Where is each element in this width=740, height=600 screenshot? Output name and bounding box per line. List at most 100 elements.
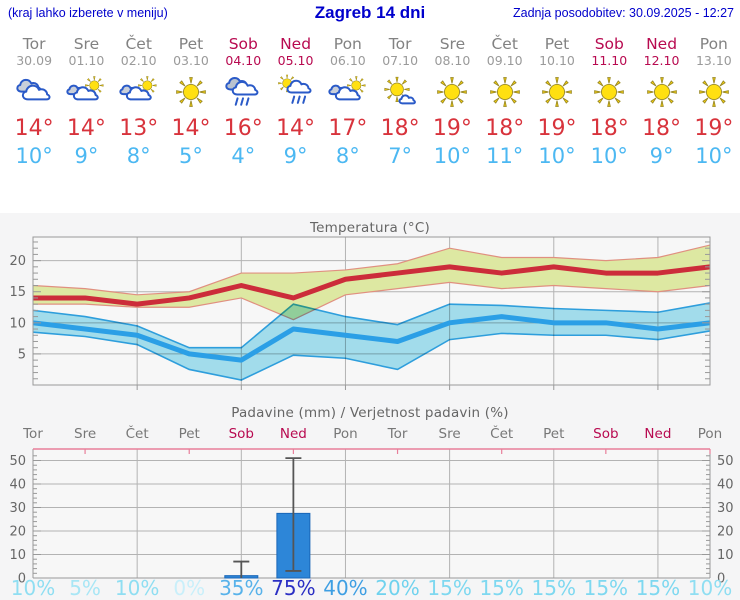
tmin-line [32,314,711,363]
mostly-sunny-icon [380,74,420,110]
day-date: 10.10 [539,53,575,68]
tmax-band-lower-edge [33,281,711,321]
day-column-6: Ned 05.10 14° 9° [269,27,321,213]
day-column-3: Čet 02.10 13° 8° [113,27,165,213]
precip-prob-label: 10% [11,576,55,600]
day-name: Pon [699,35,728,53]
tmin-band-upper-edge [32,302,711,349]
precip-prob-label: 0% [173,576,205,600]
precip-prob-label: 15% [532,576,576,600]
temp-max: 14° [171,116,211,141]
precip-prob-label: 5% [69,576,101,600]
partly-sunny-icon [119,74,159,110]
day-date: 06.10 [329,53,366,68]
precip-prob-label: 75% [271,576,315,600]
day-column-1: Tor 30.09 14° 10° [8,27,60,213]
temp-min: 10° [538,144,576,168]
day-name: Ned [280,35,312,53]
temp-min: 7° [388,144,413,168]
day-column-5: Sob 04.10 16° 4° [217,27,269,213]
partly-sunny-icon [66,74,106,110]
day-date: 07.10 [382,53,419,68]
temp-min: 9° [74,144,99,168]
precip-y-label-left: 50 [9,454,26,469]
precip-day-label: Tor [22,426,43,442]
sunny-icon [537,74,577,110]
temp-max: 18° [485,116,525,141]
day-name: Čet [125,35,152,53]
sunny-icon [171,74,211,110]
precip-prob-label: 35% [219,576,263,600]
temp-y-label: 20 [9,254,26,269]
temp-max: 14° [66,116,106,141]
temp-min: 8° [126,144,151,168]
precip-y-label-right: 30 [717,501,734,516]
tmax-line [33,264,711,307]
precip-y-label-left: 20 [9,525,26,540]
precip-day-label: Sre [74,426,96,442]
precip-day-label: Pon [698,426,722,442]
temp-max: 13° [119,116,159,141]
precipitation-chart: Tor Sre Čet Pet Sob Ned Pon Tor Sre Čet Pet Sob Ned P… [9,424,734,600]
temp-y-label: 5 [18,347,26,362]
precip-y-label-right: 10 [717,548,734,563]
temp-max: 14° [14,116,54,141]
header-bar: (kraj lahko izberete v meniju) Zagreb 14… [0,0,740,28]
day-column-10: Čet 09.10 18° 11° [479,27,531,213]
temp-max: 18° [380,116,420,141]
day-name: Tor [388,35,412,53]
precip-prob-label: 10% [688,576,732,600]
precip-prob-label: 15% [584,576,628,600]
tmax-band-upper-edge [32,244,711,296]
day-name: Sre [439,35,466,53]
day-date: 12.10 [643,53,680,68]
sunny-icon [432,74,472,110]
precip-prob-label: 15% [636,576,680,600]
last-update: Zadnja posodobitev: 30.09.2025 - 12:27 [512,6,734,20]
temp-max: 14° [276,116,316,141]
precip-prob-label: 15% [427,576,471,600]
day-column-2: Sre 01.10 14° 9° [60,27,112,213]
day-date: 01.10 [68,53,105,68]
temperature-chart: 5 10 15 20 [9,236,711,390]
tmax-range-band [33,245,711,320]
temp-min: 10° [590,144,628,168]
precip-day-label: Tor [387,426,408,442]
precip-prob-label: 10% [115,576,159,600]
temp-ticks [33,241,710,390]
precip-day-label: Pon [333,426,357,442]
day-name: Sre [73,35,100,53]
day-date: 05.10 [277,53,314,68]
temp-chart-title: Temperatura (°C) [310,220,430,236]
day-name: Pet [544,35,570,53]
precip-chart-title: Padavine (mm) / Verjetnost padavin (%) [231,405,509,421]
day-column-11: Pet 10.10 19° 10° [531,27,583,213]
tmin-band-lower-edge [32,330,711,381]
temp-max: 18° [642,116,682,141]
precip-day-label: Pet [543,426,564,442]
precip-day-label: Sre [439,426,461,442]
day-date: 08.10 [434,53,471,68]
day-name: Ned [646,35,678,53]
cloudy-icon [14,74,54,110]
precip-y-label-right: 50 [717,454,734,469]
temp-min: 10° [433,144,472,168]
day-date: 13.10 [695,53,732,68]
day-date: 03.10 [173,53,209,68]
precip-day-label: Sob [229,426,254,442]
sunny-icon [589,74,629,110]
temp-min: 9° [649,144,674,168]
day-name: Sob [594,35,624,53]
day-date: 02.10 [120,53,157,68]
temp-min: 8° [335,144,360,168]
temp-min: 10° [695,144,733,168]
temp-max: 19° [537,116,577,141]
precip-y-label-left: 40 [9,478,26,493]
sunny-icon [485,74,525,110]
precip-day-label: Pet [179,426,200,442]
precip-day-label: Sob [593,426,618,442]
temp-y-label: 15 [9,285,26,300]
day-column-4: Pet 03.10 14° 5° [165,27,217,213]
rain-icon [223,74,263,110]
precip-y-label-right: 20 [717,525,734,540]
